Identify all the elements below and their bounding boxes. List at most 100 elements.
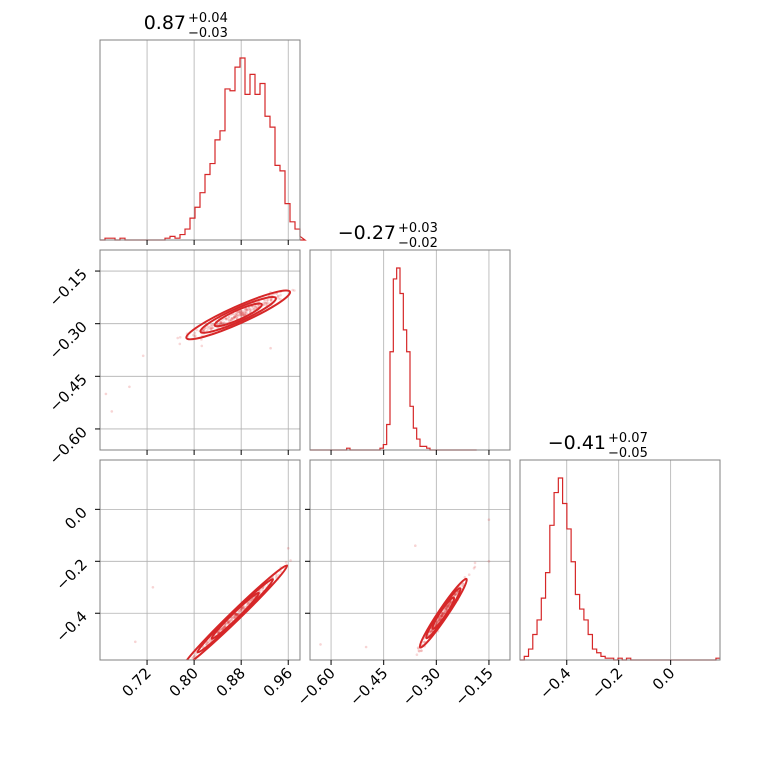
scatter-point	[239, 314, 243, 318]
scatter-point	[232, 316, 236, 320]
histogram-panel-p2: −0.41 +0.07−0.05	[519, 431, 721, 661]
histogram-panel-p0: 0.87 +0.04−0.03	[99, 11, 307, 241]
scatter-point	[235, 612, 238, 616]
scatter-point	[473, 561, 477, 565]
scatter-point	[248, 309, 251, 312]
scatter-point	[415, 653, 419, 656]
scatter-point	[441, 612, 445, 615]
scatter-point	[231, 616, 235, 620]
scatter-point	[239, 309, 242, 313]
scatter-point	[226, 620, 229, 624]
scatter-point	[242, 314, 246, 317]
scatter-point	[110, 410, 114, 413]
scatter-point	[434, 623, 438, 626]
scatter-point	[239, 609, 242, 612]
scatter-point	[247, 307, 250, 311]
scatter-point	[240, 607, 243, 611]
scatter-point	[223, 624, 227, 628]
y-tick-label: −0.30	[46, 318, 91, 363]
scatter-point	[440, 614, 443, 617]
scatter-point	[239, 608, 243, 612]
scatter-point	[269, 346, 272, 350]
scatter-point	[444, 607, 448, 610]
scatter-point	[429, 629, 433, 633]
scatter-point	[446, 605, 450, 608]
scatter-point	[445, 608, 448, 611]
scatter-point	[206, 327, 210, 330]
scatter-point	[200, 344, 204, 348]
scatter-point	[244, 312, 247, 316]
scatter-point	[441, 612, 444, 615]
scatter-point	[230, 318, 233, 322]
scatter-point	[210, 327, 213, 330]
scatter-point	[262, 301, 265, 305]
scatter-point	[236, 313, 240, 317]
scatter-point	[219, 321, 223, 325]
scatter-point	[222, 321, 226, 324]
scatter-point	[235, 612, 239, 616]
panel-frame	[519, 459, 721, 661]
scatter-point	[286, 547, 290, 550]
scatter-point	[423, 640, 426, 644]
scatter-point	[435, 621, 439, 624]
scatter-point	[436, 621, 439, 624]
panel-frame	[309, 249, 511, 451]
scatter-point	[234, 612, 238, 616]
scatter-point	[243, 313, 246, 316]
scatter-point	[453, 593, 457, 597]
scatter-point	[194, 652, 197, 656]
scatter-point	[193, 654, 196, 658]
scatter-point	[216, 631, 219, 635]
scatter-point	[446, 605, 449, 609]
scatter-point	[240, 313, 243, 317]
scatter-point	[441, 614, 444, 618]
scatter-point	[221, 627, 224, 630]
scatter-point	[237, 610, 241, 613]
scatter-point	[447, 605, 450, 608]
scatter-point	[238, 610, 241, 614]
panel-title-upper: +0.04	[188, 11, 228, 26]
histogram-step-line	[310, 267, 477, 451]
scatter-point	[246, 602, 250, 605]
scatter-point	[230, 317, 234, 320]
scatter-point	[228, 318, 231, 322]
scatter-point	[263, 300, 267, 303]
scatter-point	[238, 313, 241, 317]
scatter-point	[265, 299, 269, 302]
scatter-point	[242, 606, 245, 610]
scatter-point	[319, 643, 322, 646]
scatter-point	[430, 629, 434, 633]
scatter-point	[233, 615, 237, 619]
scatter-points	[134, 547, 300, 660]
scatter-point	[269, 298, 273, 302]
scatter-point	[467, 573, 471, 576]
x-tick-label: 0.96	[260, 664, 296, 700]
scatter-point	[240, 311, 243, 314]
scatter-point	[232, 316, 236, 320]
scatter-point	[192, 656, 195, 659]
scatter-point	[239, 312, 242, 316]
scatter-point	[418, 650, 421, 653]
scatter-point	[227, 316, 230, 319]
scatter-point	[232, 615, 236, 618]
scatter-point	[439, 614, 443, 617]
contour-level	[418, 577, 468, 649]
scatter-point	[443, 611, 447, 615]
scatter-point	[243, 309, 247, 312]
scatter-point	[444, 607, 448, 611]
scatter-point	[417, 647, 420, 650]
histogram-step-line	[100, 57, 307, 241]
scatter-point	[441, 612, 444, 615]
scatter-point	[232, 315, 236, 319]
scatter-point	[440, 614, 444, 617]
histogram-step-line	[520, 477, 720, 661]
scatter-point	[232, 614, 236, 618]
scatter-point	[228, 620, 231, 624]
scatter-point	[447, 603, 450, 607]
scatter-point	[194, 334, 197, 337]
scatter-point	[128, 385, 131, 389]
scatter-point	[234, 613, 238, 616]
scatter-point	[228, 619, 231, 623]
scatter-point	[253, 304, 257, 308]
